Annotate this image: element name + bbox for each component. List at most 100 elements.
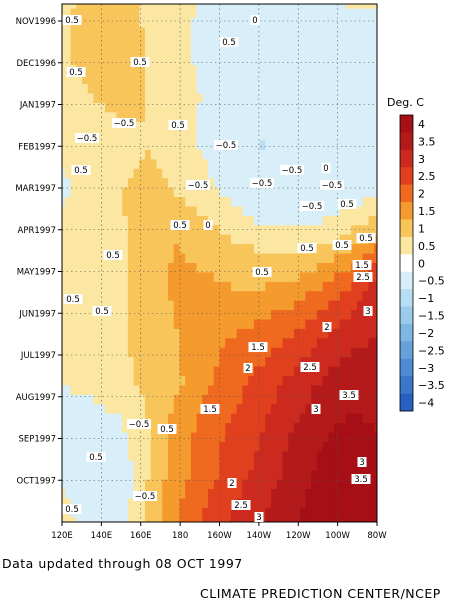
heatmap-cell — [345, 36, 352, 47]
heatmap-cell — [87, 460, 95, 471]
heatmap-cell — [374, 140, 377, 151]
heatmap-cell — [156, 404, 163, 415]
heatmap-cell — [93, 413, 100, 424]
heatmap-cell — [236, 489, 244, 500]
heatmap-cell — [328, 159, 335, 170]
heatmap-cell — [351, 432, 358, 443]
heatmap-cell — [162, 357, 169, 368]
heatmap-cell — [288, 498, 295, 509]
heatmap-cell — [196, 8, 203, 19]
heatmap-cell — [167, 93, 175, 104]
heatmap-cell — [242, 93, 249, 104]
heatmap-cell — [150, 357, 158, 368]
heatmap-cell — [253, 36, 261, 47]
heatmap-cell — [167, 253, 175, 264]
heatmap-cell — [305, 460, 312, 471]
heatmap-cell — [196, 65, 203, 76]
heatmap-cell — [76, 253, 83, 264]
heatmap-cell — [322, 338, 329, 349]
heatmap-cell — [311, 385, 318, 396]
heatmap-cell — [145, 300, 152, 311]
heatmap-cell — [116, 498, 123, 509]
heatmap-cell — [133, 394, 140, 405]
heatmap-cell — [362, 451, 370, 462]
heatmap-cell — [305, 470, 312, 481]
heatmap-cell — [265, 65, 272, 76]
heatmap-cell — [219, 102, 226, 113]
heatmap-cell — [328, 413, 335, 424]
heatmap-cell — [328, 291, 335, 302]
heatmap-cell — [368, 460, 375, 471]
heatmap-cell — [185, 507, 192, 518]
heatmap-cell — [299, 74, 307, 85]
heatmap-cell — [156, 394, 163, 405]
heatmap-cell — [64, 272, 72, 283]
heatmap-cell — [265, 517, 272, 522]
heatmap-cell — [82, 46, 89, 57]
heatmap-cell — [87, 4, 95, 10]
heatmap-cell — [133, 272, 140, 283]
heatmap-cell — [316, 102, 324, 113]
heatmap-cell — [374, 366, 377, 377]
heatmap-cell — [213, 46, 221, 57]
heatmap-cell — [179, 18, 186, 29]
heatmap-cell — [167, 178, 175, 189]
heatmap-cell — [248, 112, 255, 123]
heatmap-cell — [374, 479, 377, 490]
heatmap-cell — [225, 432, 232, 443]
heatmap-cell — [127, 244, 135, 255]
heatmap-cell — [139, 357, 146, 368]
heatmap-cell — [64, 479, 72, 490]
heatmap-cell — [374, 102, 377, 113]
heatmap-cell — [368, 74, 375, 85]
heatmap-cell — [293, 4, 301, 10]
heatmap-cell — [167, 338, 175, 349]
heatmap-cell — [219, 27, 226, 38]
heatmap-cell — [87, 93, 95, 104]
heatmap-cell — [248, 187, 255, 198]
heatmap-cell — [334, 263, 341, 274]
heatmap-cell — [82, 140, 89, 151]
heatmap-cell — [87, 441, 95, 452]
heatmap-cell — [116, 404, 123, 415]
heatmap-cell — [316, 394, 324, 405]
heatmap-cell — [328, 357, 335, 368]
heatmap-cell — [145, 65, 152, 76]
heatmap-cell — [356, 413, 364, 424]
heatmap-cell — [196, 112, 203, 123]
heatmap-cell — [219, 149, 226, 160]
heatmap-cell — [93, 102, 100, 113]
heatmap-cell — [116, 46, 123, 57]
heatmap-cell — [242, 507, 249, 518]
heatmap-cell — [99, 206, 106, 217]
heatmap-cell — [87, 328, 95, 339]
heatmap-cell — [225, 18, 232, 29]
heatmap-cell — [230, 338, 238, 349]
heatmap-cell — [93, 121, 100, 132]
heatmap-cell — [179, 168, 186, 179]
heatmap-cell — [110, 244, 118, 255]
heatmap-cell — [316, 18, 324, 29]
heatmap-cell — [225, 441, 232, 452]
heatmap-cell — [93, 112, 100, 123]
contour-label: 3.5 — [354, 475, 368, 485]
heatmap-cell — [145, 84, 152, 95]
heatmap-cell — [70, 347, 77, 358]
heatmap-cell — [299, 281, 307, 292]
heatmap-cell — [82, 272, 89, 283]
heatmap-cell — [179, 385, 186, 396]
heatmap-cell — [202, 347, 209, 358]
heatmap-cell — [293, 74, 301, 85]
heatmap-cell — [288, 36, 295, 47]
heatmap-cell — [339, 272, 347, 283]
heatmap-cell — [288, 300, 295, 311]
heatmap-cell — [133, 404, 140, 415]
heatmap-cell — [173, 263, 181, 274]
heatmap-cell — [225, 215, 232, 226]
heatmap-cell — [374, 168, 377, 179]
heatmap-cell — [185, 319, 192, 330]
heatmap-cell — [213, 215, 221, 226]
heatmap-cell — [230, 394, 238, 405]
heatmap-cell — [99, 131, 106, 142]
heatmap-cell — [173, 432, 181, 443]
